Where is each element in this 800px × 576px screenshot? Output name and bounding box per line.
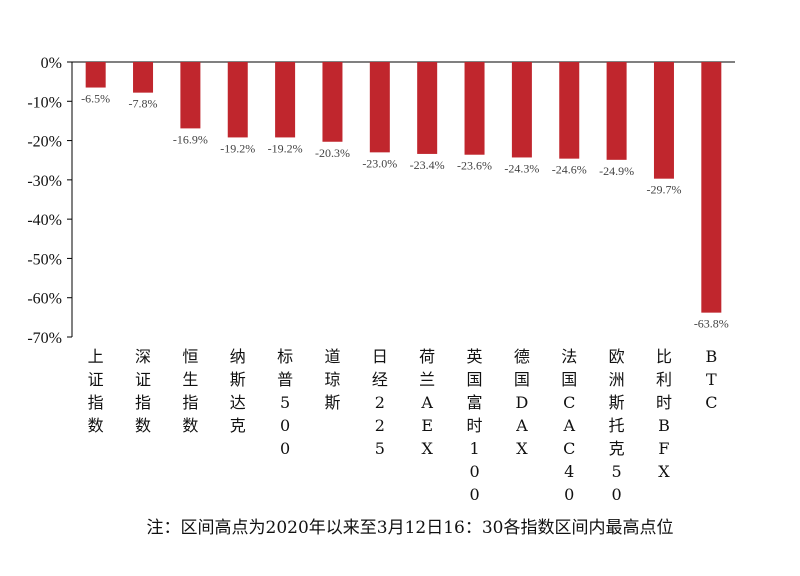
category-label: 法国 C A C 4 0 <box>561 347 577 504</box>
data-label: -24.3% <box>504 161 539 175</box>
y-tick-label: -20% <box>27 134 62 151</box>
bar <box>464 62 485 155</box>
category-label: 标普 5 0 0 <box>277 347 293 458</box>
y-tick-label: -60% <box>27 291 62 308</box>
bar <box>559 62 580 159</box>
bar <box>606 62 627 160</box>
data-label: -63.8% <box>694 317 729 331</box>
data-label: -19.2% <box>268 141 303 155</box>
bar <box>369 62 390 153</box>
data-label: -16.9% <box>173 132 208 146</box>
bar <box>227 62 248 138</box>
data-label: -20.3% <box>315 146 350 160</box>
y-tick-label: -50% <box>27 251 62 268</box>
bar <box>85 62 106 88</box>
bar <box>511 62 532 158</box>
chart-note: 注：区间高点为2020年以来至3月12日16：30各指数区间内最高点位 <box>147 518 674 538</box>
data-label: -23.0% <box>362 156 397 170</box>
y-tick-label: 0% <box>41 55 62 72</box>
y-tick-label: -40% <box>27 212 62 229</box>
category-label: 日经 2 2 5 <box>372 347 388 458</box>
category-label: 恒生指数 <box>182 347 198 435</box>
category-label: 英国富时 1 0 0 <box>467 347 483 504</box>
y-tick-label: -10% <box>27 94 62 111</box>
y-axis-ticks: 0% -10% -20% -30% -40% -50% -60% -70% <box>27 55 72 347</box>
category-label: 上证指数 <box>88 347 104 435</box>
category-label: 荷兰 A E X <box>419 347 435 458</box>
category-label: 欧洲斯托克 5 0 <box>609 347 625 504</box>
data-label: -24.6% <box>552 163 587 177</box>
category-label: 比利时 B F X <box>656 347 672 481</box>
category-label: 道琼斯 <box>324 347 340 412</box>
bar <box>653 62 674 179</box>
data-label: -7.8% <box>129 97 158 111</box>
y-tick-label: -70% <box>27 330 62 347</box>
category-label: 德国 D A X <box>514 347 530 458</box>
bar <box>133 62 154 93</box>
bar <box>417 62 438 154</box>
data-label: -19.2% <box>220 141 255 155</box>
data-label: -24.9% <box>599 164 634 178</box>
category-label: 深证指数 <box>135 347 151 435</box>
bar <box>322 62 343 142</box>
bar <box>701 62 722 313</box>
category-label: 纳斯达克 <box>230 347 246 435</box>
y-tick-label: -30% <box>27 173 62 190</box>
data-label: -6.5% <box>81 92 110 106</box>
data-label: -23.6% <box>457 159 492 173</box>
bar <box>275 62 296 138</box>
data-label: -23.4% <box>410 158 445 172</box>
bars-group <box>85 62 722 313</box>
data-label: -29.7% <box>646 183 681 197</box>
category-labels-group: 上证指数 深证指数 恒生指数 纳斯达克 标普 5 0 0 道琼斯 日经 2 2 5 荷兰 A E X 英国富时 1 0… <box>88 347 718 504</box>
bar <box>180 62 201 129</box>
data-labels-group: -6.5% -7.8% -16.9% -19.2% -19.2% -20.3% -23.0%… <box>81 92 729 331</box>
